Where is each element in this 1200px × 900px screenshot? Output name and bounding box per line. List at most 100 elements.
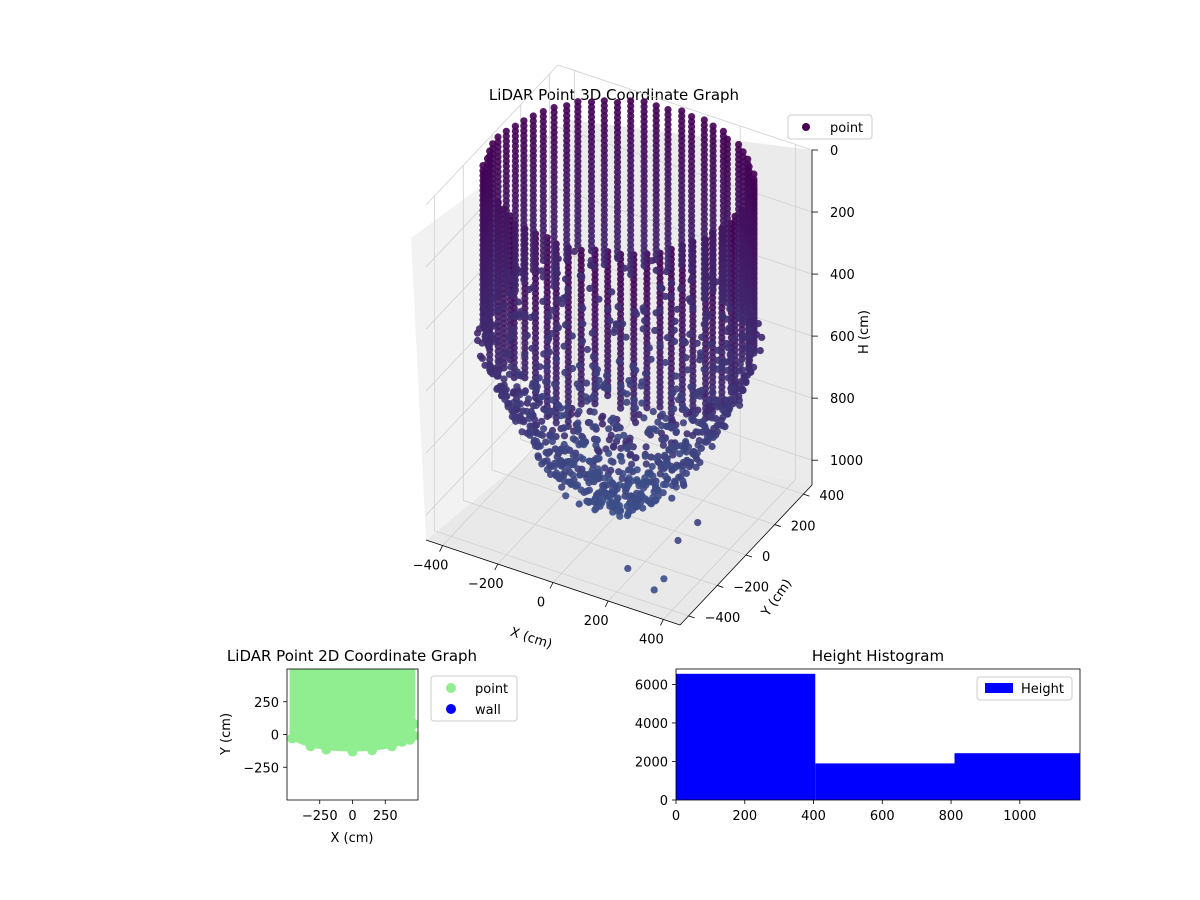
scatter-point-3d [604, 297, 612, 305]
scatter-point-3d [494, 178, 502, 186]
scatter-point-3d [613, 178, 622, 186]
scatter-point-3d [617, 270, 625, 278]
scatter-point-3d [688, 118, 696, 126]
scatter-point-3d [709, 196, 717, 205]
scatter-point-3d [600, 261, 608, 269]
scatter-point-3d [618, 457, 626, 465]
scatter-point-3d [701, 283, 710, 291]
scatter-point-3d [552, 355, 560, 363]
scatter-point-3d [603, 372, 611, 380]
scatter-point-3d [632, 503, 640, 511]
scatter-point-3d [494, 163, 502, 171]
scatter-point-3d [709, 167, 717, 175]
scatter-point-3d [502, 197, 510, 205]
scatter-point-3d [489, 309, 497, 317]
scatter-point-3d [613, 113, 622, 122]
scatter-point-3d [708, 414, 716, 422]
scatter-point-3d [577, 286, 585, 294]
scatter-point-3d [719, 202, 728, 210]
scatter-point-3d [656, 353, 664, 361]
scatter-point-3d [659, 441, 668, 449]
scatter-point-3d [750, 336, 758, 345]
scatter-point-3d [574, 182, 582, 190]
scatter-point-3d [552, 389, 560, 397]
scatter-point-3d [672, 428, 681, 436]
scatter-point-3d [575, 500, 583, 508]
scatter-point-3d [536, 393, 545, 401]
scatter-point-3d [601, 380, 609, 388]
scatter-point-3d [641, 452, 649, 460]
scatter-point-3d [735, 165, 743, 173]
scatter-point-3d [738, 350, 746, 358]
scatter-point-3d [511, 142, 519, 150]
y-tick-label: 0 [762, 550, 770, 565]
scatter-point-3d [652, 211, 660, 219]
scatter-point-3d [719, 256, 728, 264]
scatter-point-3d [678, 366, 686, 374]
scatter-point-3d [678, 216, 686, 224]
scatter-point-3d [718, 378, 726, 386]
scatter-point-3d [502, 207, 510, 215]
scatter-point-3d [652, 221, 660, 229]
scatter-point-3d [494, 148, 502, 156]
scatter-point-3d [577, 256, 585, 264]
scatter-point-3d [529, 137, 537, 145]
x-tick-mark [494, 563, 499, 571]
scatter-point-3d [735, 289, 743, 297]
scatter-point-3d [689, 312, 697, 320]
scatter-point-3d [656, 363, 664, 371]
histogram-x-tick-label: 400 [801, 809, 826, 824]
scatter-point-3d [563, 211, 571, 219]
scatter-point-3d [719, 236, 728, 245]
scatter-point-3d [735, 205, 743, 213]
scatter-point-3d [683, 366, 692, 374]
scatter-point-3d [678, 122, 686, 130]
x-tick-mark [549, 582, 554, 589]
scatter-point-3d [627, 157, 635, 165]
scatter-point-3d [692, 463, 700, 471]
scatter-point-3d [656, 299, 664, 307]
scatter-point-3d [567, 478, 575, 486]
scatter-point-3d [575, 384, 583, 392]
scatter-point-3d [731, 341, 739, 349]
scatter-point-3d [623, 390, 631, 398]
scatter-point-3d [700, 166, 708, 174]
scatter-point-3d [511, 246, 519, 254]
scatter-point-3d [525, 285, 533, 294]
scatter-point-3d [689, 352, 697, 360]
scatter-point-3d [615, 481, 624, 489]
scatter-point-3d [496, 357, 504, 365]
scatter-point-3d [745, 327, 753, 335]
scatter-point-3d [511, 286, 519, 294]
scatter-point-3d [520, 176, 528, 184]
scatter-point-3d [641, 474, 649, 482]
scatter-point-3d [656, 388, 664, 396]
scatter-point-3d [591, 335, 599, 343]
x-tick-label-2d: 250 [373, 809, 398, 824]
scatter-point-3d [656, 393, 664, 401]
scatter-point-3d [709, 182, 717, 190]
scatter-point-3d [504, 288, 512, 297]
scatter-point-3d [560, 424, 568, 432]
scatter-point-3d [620, 431, 628, 439]
scatter-point-3d [633, 466, 641, 474]
scatter-point-3d [679, 467, 687, 475]
scatter-point-3d [563, 186, 571, 194]
scatter-point-3d [747, 368, 755, 376]
scatter-point-3d [688, 142, 696, 150]
scatter-point-3d [667, 364, 675, 372]
scatter-point-3d [689, 305, 697, 313]
scatter-point-3d [574, 122, 582, 131]
x-tick-label-2d: −250 [302, 809, 338, 824]
scatter-point-3d [494, 143, 502, 151]
scatter-point-3d [500, 294, 508, 303]
scatter-point-3d [591, 400, 599, 408]
scatter-point-3d [709, 314, 717, 322]
z-tick-label: 200 [830, 206, 855, 221]
scatter-point-3d [691, 410, 699, 418]
x-tick-label-2d: 0 [348, 809, 356, 824]
scatter-point-3d [549, 396, 557, 404]
scatter-point-3d [563, 166, 571, 174]
scatter-point-3d [688, 252, 696, 260]
scatter-point-3d [700, 290, 708, 298]
